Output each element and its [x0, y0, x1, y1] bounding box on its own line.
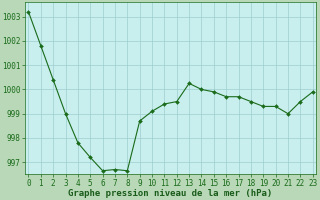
X-axis label: Graphe pression niveau de la mer (hPa): Graphe pression niveau de la mer (hPa): [68, 189, 273, 198]
